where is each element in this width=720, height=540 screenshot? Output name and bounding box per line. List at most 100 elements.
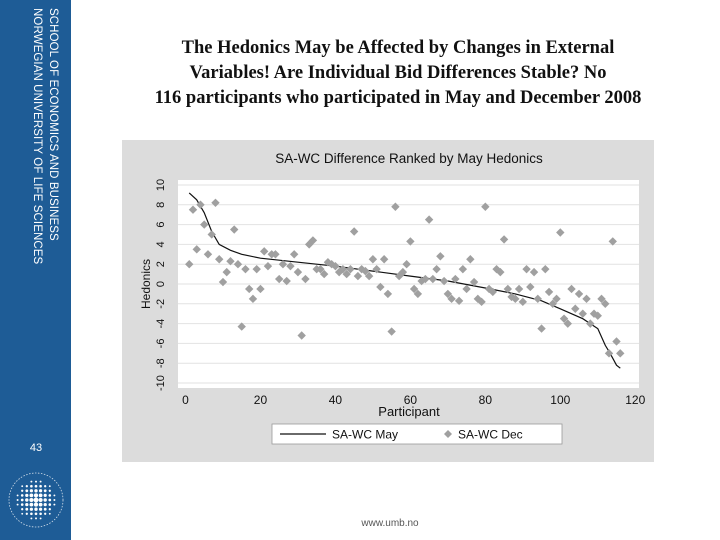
y-tick-label: -2 xyxy=(155,299,167,309)
data-point xyxy=(200,220,209,229)
data-point xyxy=(278,259,288,269)
data-point xyxy=(514,284,524,294)
data-point xyxy=(274,274,284,284)
data-point xyxy=(529,267,539,277)
data-point xyxy=(218,277,228,287)
data-point xyxy=(428,274,438,284)
data-point xyxy=(207,230,216,239)
data-point xyxy=(582,294,591,304)
data-point xyxy=(226,257,235,266)
data-point xyxy=(424,215,434,224)
y-tick-label: -8 xyxy=(155,358,167,368)
y-axis-label: Hedonics xyxy=(139,259,153,309)
data-point xyxy=(319,269,329,279)
series-line-may xyxy=(188,192,621,369)
gridlines xyxy=(178,184,639,384)
data-point xyxy=(308,236,318,245)
sidebar: SCHOOL OF ECONOMICS AND BUSINESS NORWEGI… xyxy=(0,0,71,540)
data-point xyxy=(477,297,486,307)
data-point xyxy=(499,235,509,244)
data-point xyxy=(353,271,363,281)
data-point xyxy=(376,282,385,292)
title-line-3: 116 participants who participated in May… xyxy=(154,88,642,108)
school-name: SCHOOL OF ECONOMICS AND BUSINESS xyxy=(47,8,59,241)
data-point xyxy=(349,227,359,236)
data-point xyxy=(559,314,569,323)
x-tick-label: 80 xyxy=(479,393,493,407)
chart-title: SA-WC Difference Ranked by May Hedonics xyxy=(275,151,543,166)
data-point xyxy=(260,247,269,256)
y-tick-label: 8 xyxy=(155,202,167,208)
y-tick-label: -4 xyxy=(155,319,167,329)
x-tick-label: 0 xyxy=(182,393,189,407)
data-point xyxy=(334,267,344,277)
data-point xyxy=(245,284,254,294)
footer-url[interactable]: www.umb.no xyxy=(361,518,419,529)
data-point xyxy=(379,255,389,264)
y-tick-label: 4 xyxy=(155,241,167,247)
x-tick-label: 60 xyxy=(404,393,418,407)
data-point xyxy=(466,255,475,264)
data-point xyxy=(571,304,580,313)
data-point xyxy=(192,245,201,254)
data-point xyxy=(548,299,557,309)
data-point xyxy=(297,331,306,340)
data-point xyxy=(289,250,299,259)
x-tick-label: 120 xyxy=(625,393,645,407)
data-point xyxy=(612,337,621,346)
data-point xyxy=(454,296,464,306)
data-point xyxy=(518,297,528,307)
data-point xyxy=(451,274,460,284)
data-point xyxy=(387,327,396,336)
scatter-chart: SA-WC Difference Ranked by May Hedonics … xyxy=(139,151,646,445)
legend-marker-swatch xyxy=(444,430,452,438)
data-point xyxy=(421,274,430,284)
data-point xyxy=(338,264,348,274)
data-point xyxy=(503,284,513,294)
data-point xyxy=(593,311,602,320)
data-point xyxy=(233,259,243,269)
data-point xyxy=(252,264,261,274)
data-point xyxy=(286,261,295,271)
chart-container: SA-WC Difference Ranked by May Hedonics … xyxy=(122,140,654,462)
data-point xyxy=(443,289,453,299)
data-point xyxy=(589,309,599,318)
university-name: NORWEGIAN UNIVERSITY OF LIFE SCIENCES xyxy=(31,8,43,265)
data-point xyxy=(526,282,535,292)
data-point xyxy=(436,252,445,261)
data-point xyxy=(537,324,546,333)
data-point xyxy=(222,267,231,277)
data-point xyxy=(301,274,310,284)
y-tick-label: 2 xyxy=(155,261,167,267)
data-point xyxy=(364,271,374,281)
x-tick-label: 100 xyxy=(550,393,570,407)
data-point xyxy=(488,287,498,297)
data-point xyxy=(616,349,625,358)
data-point xyxy=(439,276,449,286)
data-point xyxy=(215,255,224,264)
data-point xyxy=(237,322,246,331)
y-tick-labels: -10 -8 -6 -4 -2 0 2 4 6 8 10 xyxy=(155,179,167,391)
title-line-2: Variables! Are Individual Bid Difference… xyxy=(189,63,607,83)
data-point xyxy=(263,261,273,271)
x-axis-label: Participant xyxy=(378,404,440,419)
legend-label-may: SA-WC May xyxy=(332,428,398,442)
data-point xyxy=(293,267,303,277)
data-point xyxy=(604,349,614,358)
data-point xyxy=(462,284,471,294)
y-tick-label: 6 xyxy=(155,222,167,228)
title-line-1: The Hedonics May be Affected by Changes … xyxy=(181,38,615,58)
data-point xyxy=(409,284,419,294)
data-point xyxy=(496,267,505,277)
slide-title: The Hedonics May be Affected by Changes … xyxy=(108,36,688,111)
data-point xyxy=(469,277,479,287)
legend-label-dec: SA-WC Dec xyxy=(458,428,523,442)
data-point xyxy=(398,267,408,277)
data-point xyxy=(196,200,205,209)
data-point xyxy=(256,284,265,294)
y-tick-label: 0 xyxy=(155,281,167,287)
x-tick-label: 40 xyxy=(329,393,343,407)
data-point xyxy=(383,289,393,299)
y-tick-label: 10 xyxy=(155,179,167,191)
data-point xyxy=(406,237,415,246)
